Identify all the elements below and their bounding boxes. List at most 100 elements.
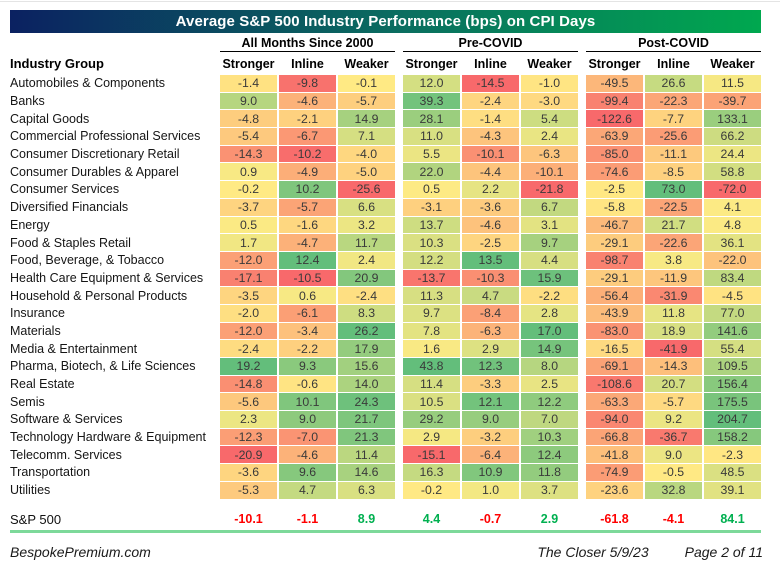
heatmap-cell: 18.9 <box>645 322 702 340</box>
heatmap-cell: 26.6 <box>645 75 702 92</box>
industry-row-label: Food, Beverage, & Tobacco <box>10 253 165 268</box>
heatmap-cell: 10.3 <box>403 234 460 251</box>
heatmap-cell: -5.6 <box>220 393 277 411</box>
heatmap-cell: -4.7 <box>279 234 336 251</box>
group-gap <box>580 411 584 428</box>
heatmap-cell: 7.0 <box>521 411 578 428</box>
heatmap-cell: -3.7 <box>220 198 277 216</box>
heatmap-cell: -4.0 <box>338 145 395 163</box>
heatmap-cell: -3.2 <box>462 428 519 446</box>
heatmap-cell: 8.0 <box>521 358 578 375</box>
heatmap-cell: -69.1 <box>586 358 643 375</box>
heatmap-cell: -3.6 <box>462 198 519 216</box>
heatmap-cell: -1.6 <box>279 216 336 234</box>
heatmap-cell: 28.1 <box>403 110 460 128</box>
heatmap-cell: -20.9 <box>220 446 277 464</box>
heatmap-cell: 14.0 <box>338 375 395 393</box>
heatmap-cell: -41.9 <box>645 340 702 357</box>
heatmap-cell: -43.9 <box>586 304 643 322</box>
industry-row-label: Consumer Services <box>10 182 120 197</box>
heatmap-cell: 11.4 <box>403 375 460 393</box>
group-gap <box>397 376 401 393</box>
heatmap-cell: 10.2 <box>279 181 336 198</box>
group-gap <box>580 482 584 499</box>
heatmap-cell: -2.4 <box>220 340 277 357</box>
heatmap-cell: 3.7 <box>521 481 578 499</box>
heatmap-cell: -8.4 <box>462 304 519 322</box>
group-gap <box>580 376 584 393</box>
heatmap-cell: 7.1 <box>338 128 395 145</box>
group-gap <box>580 199 584 216</box>
heatmap-cell: 2.9 <box>403 428 460 446</box>
heatmap-cell: 133.1 <box>704 110 761 128</box>
heatmap-cell: -29.1 <box>586 234 643 251</box>
heatmap-cell: 11.4 <box>338 446 395 464</box>
industry-row-label: Consumer Discretionary Retail <box>10 147 180 162</box>
heatmap-cell: -6.7 <box>279 128 336 145</box>
sp500-value: 2.9 <box>540 512 559 526</box>
group-gap <box>580 510 584 528</box>
industry-row-label: Automobiles & Components <box>10 76 165 91</box>
heatmap-cell: -4.8 <box>220 110 277 128</box>
group-gap <box>397 305 401 322</box>
heatmap-cell: -72.0 <box>704 181 761 198</box>
heatmap-cell: 6.3 <box>338 481 395 499</box>
heatmap-cell: 5.5 <box>403 145 460 163</box>
heatmap-cell: 17.0 <box>521 322 578 340</box>
heatmap-cell: 2.4 <box>521 128 578 145</box>
group-gap <box>397 93 401 110</box>
industry-row-label: Insurance <box>10 306 65 321</box>
group-gap <box>580 93 584 110</box>
heatmap-cell: 24.3 <box>338 393 395 411</box>
heatmap-cell: 10.1 <box>279 393 336 411</box>
subheader-inline: Inline <box>291 56 324 71</box>
heatmap-cell: 21.7 <box>338 411 395 428</box>
heatmap-cell: -7.0 <box>279 428 336 446</box>
heatmap-cell: -2.2 <box>521 287 578 304</box>
heatmap-cell: -4.3 <box>462 128 519 145</box>
heatmap-cell: 10.9 <box>462 464 519 481</box>
heatmap-cell: -11.9 <box>645 269 702 287</box>
heatmap-cell: 204.7 <box>704 411 761 428</box>
group-gap <box>397 411 401 428</box>
group-gap <box>397 429 401 446</box>
subheader-inline: Inline <box>657 56 690 71</box>
industry-row-label: Household & Personal Products <box>10 288 188 303</box>
group-gap <box>397 340 401 357</box>
industry-row-label: Banks <box>10 94 45 109</box>
heatmap-cell: -4.9 <box>279 163 336 181</box>
heatmap-cell: -74.6 <box>586 163 643 181</box>
heatmap-cell: 15.9 <box>521 269 578 287</box>
group-gap <box>580 464 584 481</box>
footer-rule <box>10 530 761 533</box>
heatmap-cell: -63.9 <box>586 128 643 145</box>
heatmap-cell: 39.1 <box>704 481 761 499</box>
heatmap-cell: -5.7 <box>338 92 395 110</box>
sp500-value: -61.8 <box>600 512 629 526</box>
heatmap-cell: 22.0 <box>403 163 460 181</box>
sp500-value: 84.1 <box>720 512 745 526</box>
heatmap-cell: 5.4 <box>521 110 578 128</box>
heatmap-cell: 1.7 <box>220 234 277 251</box>
heatmap-cell: -22.3 <box>645 92 702 110</box>
heatmap-cell: -4.5 <box>704 287 761 304</box>
heatmap-cell: 9.0 <box>645 446 702 464</box>
heatmap-cell: 2.8 <box>521 304 578 322</box>
heatmap-cell: -3.4 <box>279 322 336 340</box>
heatmap-cell: -98.7 <box>586 251 643 269</box>
heatmap-cell: 14.6 <box>338 464 395 481</box>
heatmap-cell: -6.3 <box>462 322 519 340</box>
heatmap-cell: 48.5 <box>704 464 761 481</box>
heatmap-cell: -4.6 <box>279 446 336 464</box>
heatmap-cell: -0.5 <box>645 464 702 481</box>
sp500-value: -4.1 <box>662 512 685 526</box>
heatmap-cell: -13.7 <box>403 269 460 287</box>
page-footer: BespokePremium.com The Closer 5/9/23 Pag… <box>10 544 763 560</box>
sp500-value: 4.4 <box>422 512 441 526</box>
heatmap-cell: -46.7 <box>586 216 643 234</box>
heatmap-cell: 2.2 <box>462 181 519 198</box>
heatmap-cell: 12.4 <box>521 446 578 464</box>
group-gap <box>397 37 401 52</box>
heatmap-cell: -4.6 <box>279 92 336 110</box>
heatmap-cell: 77.0 <box>704 304 761 322</box>
